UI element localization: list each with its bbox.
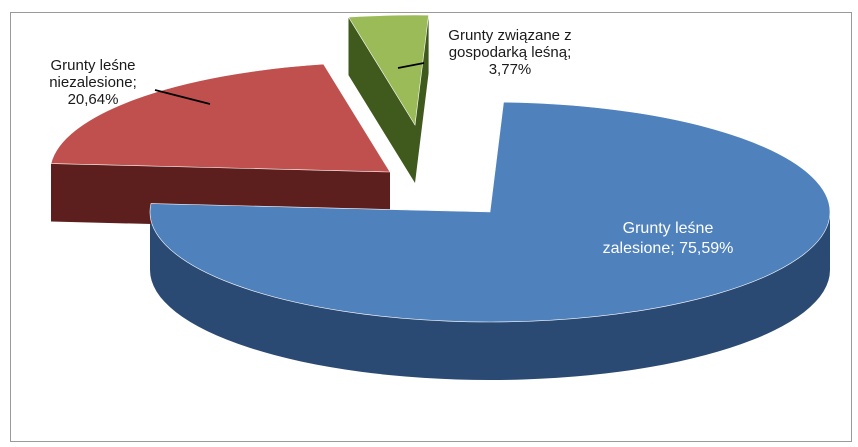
- slice-side-1: [51, 64, 391, 230]
- slice-tops: [50, 14, 831, 323]
- slice-2: [347, 14, 429, 126]
- slice-label-2: Grunty związane z gospodarką leśną; 3,77%: [448, 27, 571, 78]
- leader-lines: [154, 62, 425, 105]
- slice-side-2: [348, 15, 429, 184]
- slice-label-line: Grunty leśne: [623, 220, 714, 237]
- slice-label-line: 20,64%: [68, 91, 119, 108]
- slice-1: [50, 63, 391, 173]
- slice-0: [149, 101, 831, 323]
- slice-label-line: niezalesione;: [49, 74, 137, 91]
- slice-label-line: zalesione; 75,59%: [603, 240, 734, 257]
- slice-label-line: Grunty leśne: [50, 57, 135, 74]
- slice-label-line: gospodarką leśną;: [449, 44, 572, 61]
- slice-label-line: 3,77%: [489, 61, 532, 78]
- leader-line-2: [397, 62, 425, 69]
- slice-label-0: Grunty leśne zalesione; 75,59%: [603, 220, 734, 257]
- slice-label-1: Grunty leśne niezalesione; 20,64%: [49, 57, 137, 108]
- slice-labels: Grunty leśne zalesione; 75,59%Grunty leśn…: [49, 27, 733, 257]
- leader-line-1: [154, 89, 211, 105]
- slice-label-line: Grunty związane z: [448, 27, 571, 44]
